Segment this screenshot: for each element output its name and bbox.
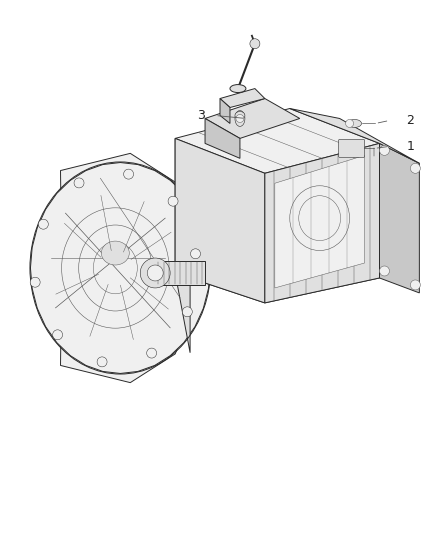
Circle shape	[97, 357, 107, 367]
Circle shape	[39, 219, 48, 229]
Polygon shape	[60, 154, 198, 383]
Polygon shape	[30, 163, 210, 374]
Circle shape	[379, 146, 389, 155]
Circle shape	[410, 163, 420, 173]
Polygon shape	[175, 139, 265, 303]
Circle shape	[147, 348, 157, 358]
Polygon shape	[220, 99, 230, 124]
Polygon shape	[290, 109, 419, 163]
Polygon shape	[175, 248, 379, 303]
Circle shape	[147, 265, 163, 281]
Circle shape	[168, 196, 178, 206]
Polygon shape	[205, 118, 240, 158]
Ellipse shape	[230, 85, 246, 93]
Polygon shape	[205, 99, 300, 139]
Text: 1: 1	[406, 140, 414, 153]
Circle shape	[379, 266, 389, 276]
Circle shape	[140, 258, 170, 288]
Circle shape	[236, 115, 244, 123]
Circle shape	[53, 330, 63, 340]
Circle shape	[191, 249, 201, 259]
FancyBboxPatch shape	[339, 140, 364, 157]
Polygon shape	[379, 143, 419, 293]
Ellipse shape	[348, 119, 361, 127]
Polygon shape	[175, 139, 190, 353]
Text: 3: 3	[197, 109, 205, 122]
Ellipse shape	[235, 111, 245, 119]
Text: 2: 2	[406, 114, 414, 127]
Polygon shape	[275, 155, 364, 288]
Circle shape	[346, 119, 353, 127]
Polygon shape	[175, 109, 379, 173]
Circle shape	[30, 277, 40, 287]
Ellipse shape	[101, 241, 129, 265]
Polygon shape	[265, 143, 379, 303]
Ellipse shape	[235, 110, 245, 126]
Polygon shape	[155, 261, 205, 285]
Ellipse shape	[37, 171, 203, 366]
Circle shape	[410, 280, 420, 290]
Circle shape	[250, 39, 260, 49]
Circle shape	[74, 178, 84, 188]
Circle shape	[182, 307, 192, 317]
Polygon shape	[220, 88, 265, 108]
Circle shape	[124, 169, 134, 179]
